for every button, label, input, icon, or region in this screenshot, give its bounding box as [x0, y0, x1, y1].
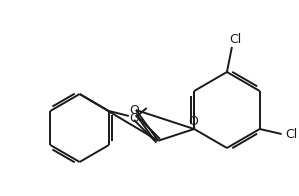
Text: O: O [129, 104, 139, 117]
Text: O: O [188, 114, 198, 128]
Text: O: O [129, 112, 139, 124]
Text: Cl: Cl [229, 33, 241, 45]
Text: Cl: Cl [286, 128, 298, 141]
